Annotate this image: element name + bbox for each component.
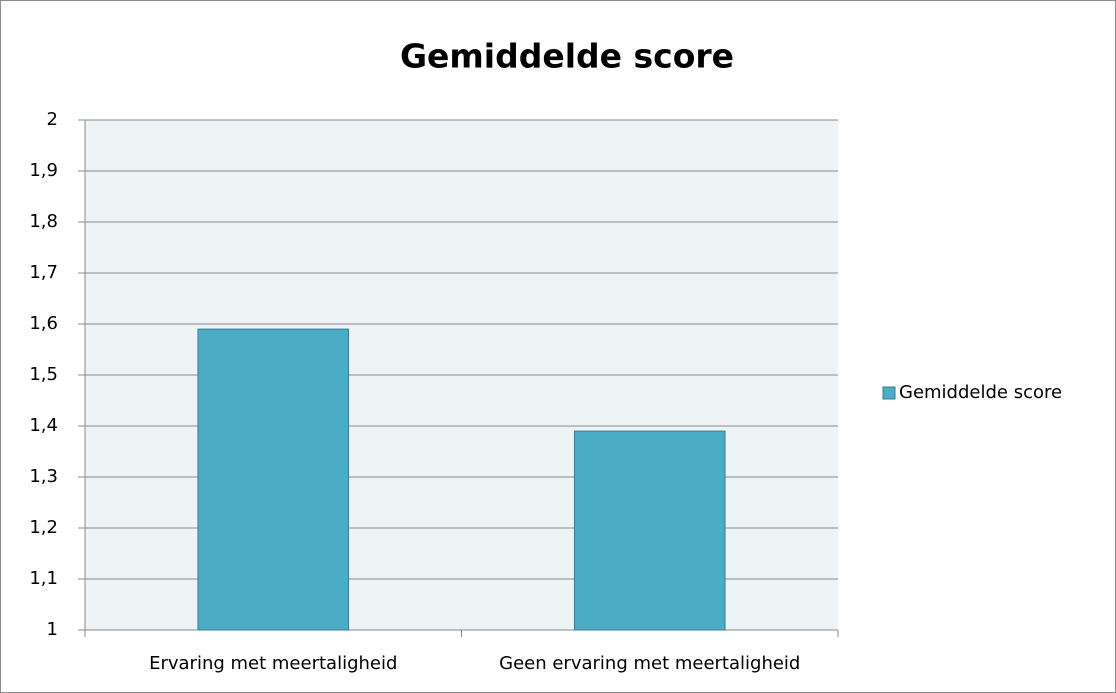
x-tick-label: Geen ervaring met meertaligheid (499, 653, 800, 674)
y-tick-label: 1,3 (29, 466, 58, 487)
y-tick-label: 1,5 (29, 364, 58, 385)
y-tick-label: 1 (47, 619, 58, 640)
y-tick-label: 1,6 (29, 313, 58, 334)
legend-swatch (882, 386, 896, 400)
y-tick-label: 1,4 (29, 415, 58, 436)
legend-label: Gemiddelde score (899, 382, 1062, 403)
y-tick-label: 1,7 (29, 262, 58, 283)
bar (197, 328, 350, 631)
bar (573, 430, 726, 631)
y-tick-label: 1,2 (29, 517, 58, 538)
y-tick-label: 1,1 (29, 568, 58, 589)
y-tick-label: 1,8 (29, 211, 58, 232)
y-tick-label: 2 (47, 109, 58, 130)
chart-title: Gemiddelde score (400, 37, 734, 76)
y-tick-label: 1,9 (29, 160, 58, 181)
x-tick-label: Ervaring met meertaligheid (149, 653, 397, 674)
